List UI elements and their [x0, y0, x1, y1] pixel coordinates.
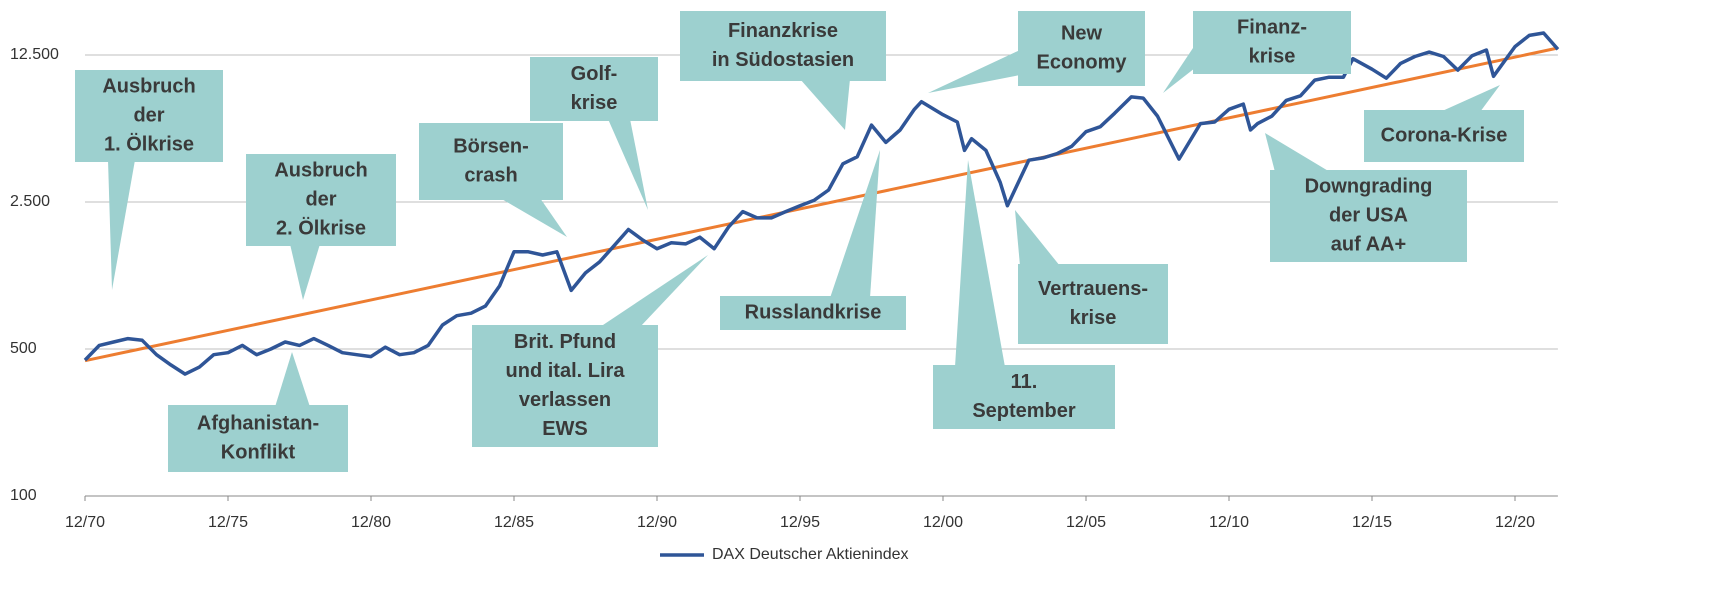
annotation-text: New — [1061, 22, 1103, 44]
x-tick-label: 12/10 — [1209, 514, 1249, 531]
annotation: Golf-krise — [530, 57, 658, 210]
callout-box — [419, 123, 563, 200]
annotation: Ausbruch der 2. Ölkrise — [246, 154, 396, 300]
legend-label: DAX Deutscher Aktienindex — [712, 546, 909, 563]
annotation-text: der — [305, 188, 336, 210]
x-tick-label: 12/95 — [780, 514, 820, 531]
callout-pointer — [1265, 133, 1330, 172]
annotation: Brit. Pfund und ital. Lira verlassen EWS — [472, 255, 708, 447]
y-tick-label: 12.500 — [10, 46, 59, 63]
callout-pointer — [608, 119, 648, 210]
annotation-text: und ital. Lira — [506, 360, 626, 382]
annotation-text: Brit. Pfund — [514, 331, 616, 353]
callout-pointer — [600, 255, 708, 327]
x-tick-label: 12/90 — [637, 514, 677, 531]
callout-pointer — [800, 79, 850, 130]
annotation-text: der — [133, 104, 164, 126]
annotation-text: Golf- — [571, 63, 618, 85]
x-tick-label: 12/15 — [1352, 514, 1392, 531]
callout-box — [1018, 11, 1145, 86]
callout-pointer — [108, 160, 135, 290]
annotation-text: krise — [1249, 45, 1296, 67]
callout-box — [720, 296, 906, 330]
annotation-text: auf AA+ — [1331, 233, 1406, 255]
annotation-text: Ausbruch — [102, 75, 195, 97]
annotation: Finanzkrise in Südostasien — [680, 11, 886, 130]
annotation: Russlandkrise — [720, 150, 906, 330]
callout-pointer — [955, 160, 1005, 367]
callout-box — [530, 57, 658, 121]
y-tick-label: 500 — [10, 340, 37, 357]
callout-box — [168, 405, 348, 472]
trend-line — [84, 46, 1559, 363]
dax-line — [83, 31, 1560, 376]
annotation: Downgrading der USA auf AA+ — [1265, 133, 1467, 262]
callout-pointer — [1440, 85, 1500, 112]
callout-box — [472, 325, 658, 447]
callout-pointer — [830, 150, 880, 298]
y-tick-label: 100 — [10, 487, 37, 504]
annotation-text: Finanz- — [1237, 16, 1307, 38]
callout-pointer — [275, 352, 310, 407]
callout-pointer — [1163, 45, 1195, 93]
x-tick-label: 12/75 — [208, 514, 248, 531]
annotation: New Economy — [928, 11, 1145, 93]
x-tick-label: 12/85 — [494, 514, 534, 531]
annotation: Börsen-crash — [419, 123, 567, 237]
annotation-text: Konflikt — [221, 441, 296, 463]
annotation-text: Afghanistan- — [197, 412, 319, 434]
y-tick-label: 2.500 — [10, 193, 50, 210]
annotation-text: Finanzkrise — [728, 20, 838, 42]
annotation-text: 2. Ölkrise — [276, 216, 366, 239]
annotation-text: der USA — [1329, 204, 1408, 226]
x-tick-label: 12/00 — [923, 514, 963, 531]
annotation-text: Corona-Krise — [1381, 124, 1508, 146]
annotation-text: Economy — [1036, 51, 1127, 73]
annotation-text: Börsen- — [453, 135, 529, 157]
annotation-text: Russlandkrise — [745, 301, 882, 323]
annotation-text: krise — [571, 92, 618, 114]
annotation-text: September — [972, 400, 1076, 422]
x-tick-label: 12/05 — [1066, 514, 1106, 531]
annotation-text: Downgrading — [1305, 175, 1433, 197]
annotation-text: verlassen — [519, 389, 611, 411]
annotation-text: EWS — [542, 418, 588, 440]
annotation-text: 1. Ölkrise — [104, 132, 194, 155]
annotation: Finanz-krise — [1163, 11, 1351, 93]
annotation: Corona-Krise — [1364, 85, 1524, 162]
callout-box — [933, 365, 1115, 429]
annotation-text: crash — [464, 164, 517, 186]
callout-box — [1364, 110, 1524, 162]
callout-box — [246, 154, 396, 246]
annotation-text: in Südostasien — [712, 49, 854, 71]
annotation: Ausbruch der 1. Ölkrise — [75, 70, 223, 290]
annotation-text: Vertrauens- — [1038, 278, 1148, 300]
annotation-text: 11. — [1011, 371, 1038, 393]
x-tick-label: 12/70 — [65, 514, 105, 531]
callout-pointer — [928, 50, 1020, 93]
annotation: Vertrauens-krise — [1015, 210, 1168, 344]
x-tick-label: 12/80 — [351, 514, 391, 531]
callout-pointer — [1015, 210, 1060, 266]
x-tick-label: 12/20 — [1495, 514, 1535, 531]
callout-pointer — [290, 244, 320, 300]
callout-pointer — [500, 198, 567, 237]
callout-box — [75, 70, 223, 162]
callout-box — [680, 11, 886, 81]
annotation-text: Ausbruch — [274, 159, 367, 181]
callout-box — [1193, 11, 1351, 74]
callout-box — [1018, 264, 1168, 344]
annotation: Afghanistan- Konflikt — [168, 352, 348, 472]
annotation: 11. September — [933, 160, 1115, 429]
annotation-text: krise — [1070, 307, 1117, 329]
callout-box — [1270, 170, 1467, 262]
